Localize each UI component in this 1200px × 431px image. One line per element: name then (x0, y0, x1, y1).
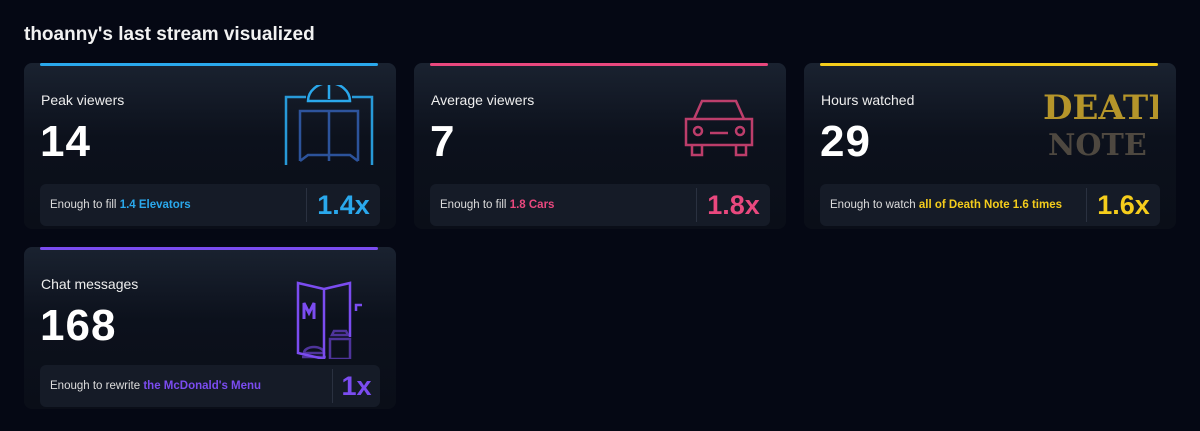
accent-bar (40, 63, 378, 66)
card-label: Chat messages (41, 276, 139, 292)
comparison-text: Enough to watch (830, 199, 919, 211)
svg-text:DEATH: DEATH (1043, 88, 1158, 128)
card-label: Hours watched (821, 92, 915, 108)
comparison-box: Enough to watch all of Death Note 1.6 ti… (820, 184, 1160, 226)
multiplier: 1x (332, 369, 380, 403)
accent-bar (430, 63, 768, 66)
accent-bar (40, 247, 378, 250)
card-value: 14 (40, 117, 91, 166)
car-icon (684, 99, 754, 157)
comparison-box: Enough to fill 1.8 Cars 1.8x (430, 184, 770, 226)
death-note-logo: DEATH NOTE (1043, 88, 1158, 163)
peak-viewers-card: Peak viewers 14 Enough to fill 1.4 Eleva… (24, 63, 396, 229)
card-value: 7 (430, 117, 456, 166)
chat-messages-card: Chat messages 168 Enough to rewrite the … (24, 247, 396, 409)
elevator-icon (284, 85, 374, 165)
card-value: 168 (40, 301, 117, 350)
comparison-box: Enough to fill 1.4 Elevators 1.4x (40, 184, 380, 226)
comparison-highlight: the McDonald's Menu (143, 380, 262, 392)
comparison-highlight: all of Death Note 1.6 times (918, 199, 1063, 211)
svg-text:NOTE: NOTE (1048, 128, 1147, 163)
card-label: Peak viewers (41, 92, 125, 108)
accent-bar (820, 63, 1158, 66)
comparison-box: Enough to rewrite the McDonald's Menu 1x (40, 365, 380, 407)
average-viewers-card: Average viewers 7 Enough to fill 1.8 Car… (414, 63, 786, 229)
comparison-highlight: 1.4 Elevators (119, 199, 191, 211)
card-label: Average viewers (431, 92, 535, 108)
comparison-highlight: 1.8 Cars (509, 199, 555, 211)
card-value: 29 (820, 117, 871, 166)
multiplier: 1.4x (306, 188, 380, 222)
comparison-text: Enough to fill (440, 199, 510, 211)
hours-watched-card: Hours watched 29 DEATH NOTE Enough to wa… (804, 63, 1176, 229)
multiplier: 1.6x (1086, 188, 1160, 222)
page-title: thoanny's last stream visualized (24, 24, 315, 45)
comparison-text: Enough to rewrite (50, 380, 144, 392)
comparison-text: Enough to fill (50, 199, 120, 211)
mcdonalds-menu-icon (296, 281, 362, 359)
multiplier: 1.8x (696, 188, 770, 222)
